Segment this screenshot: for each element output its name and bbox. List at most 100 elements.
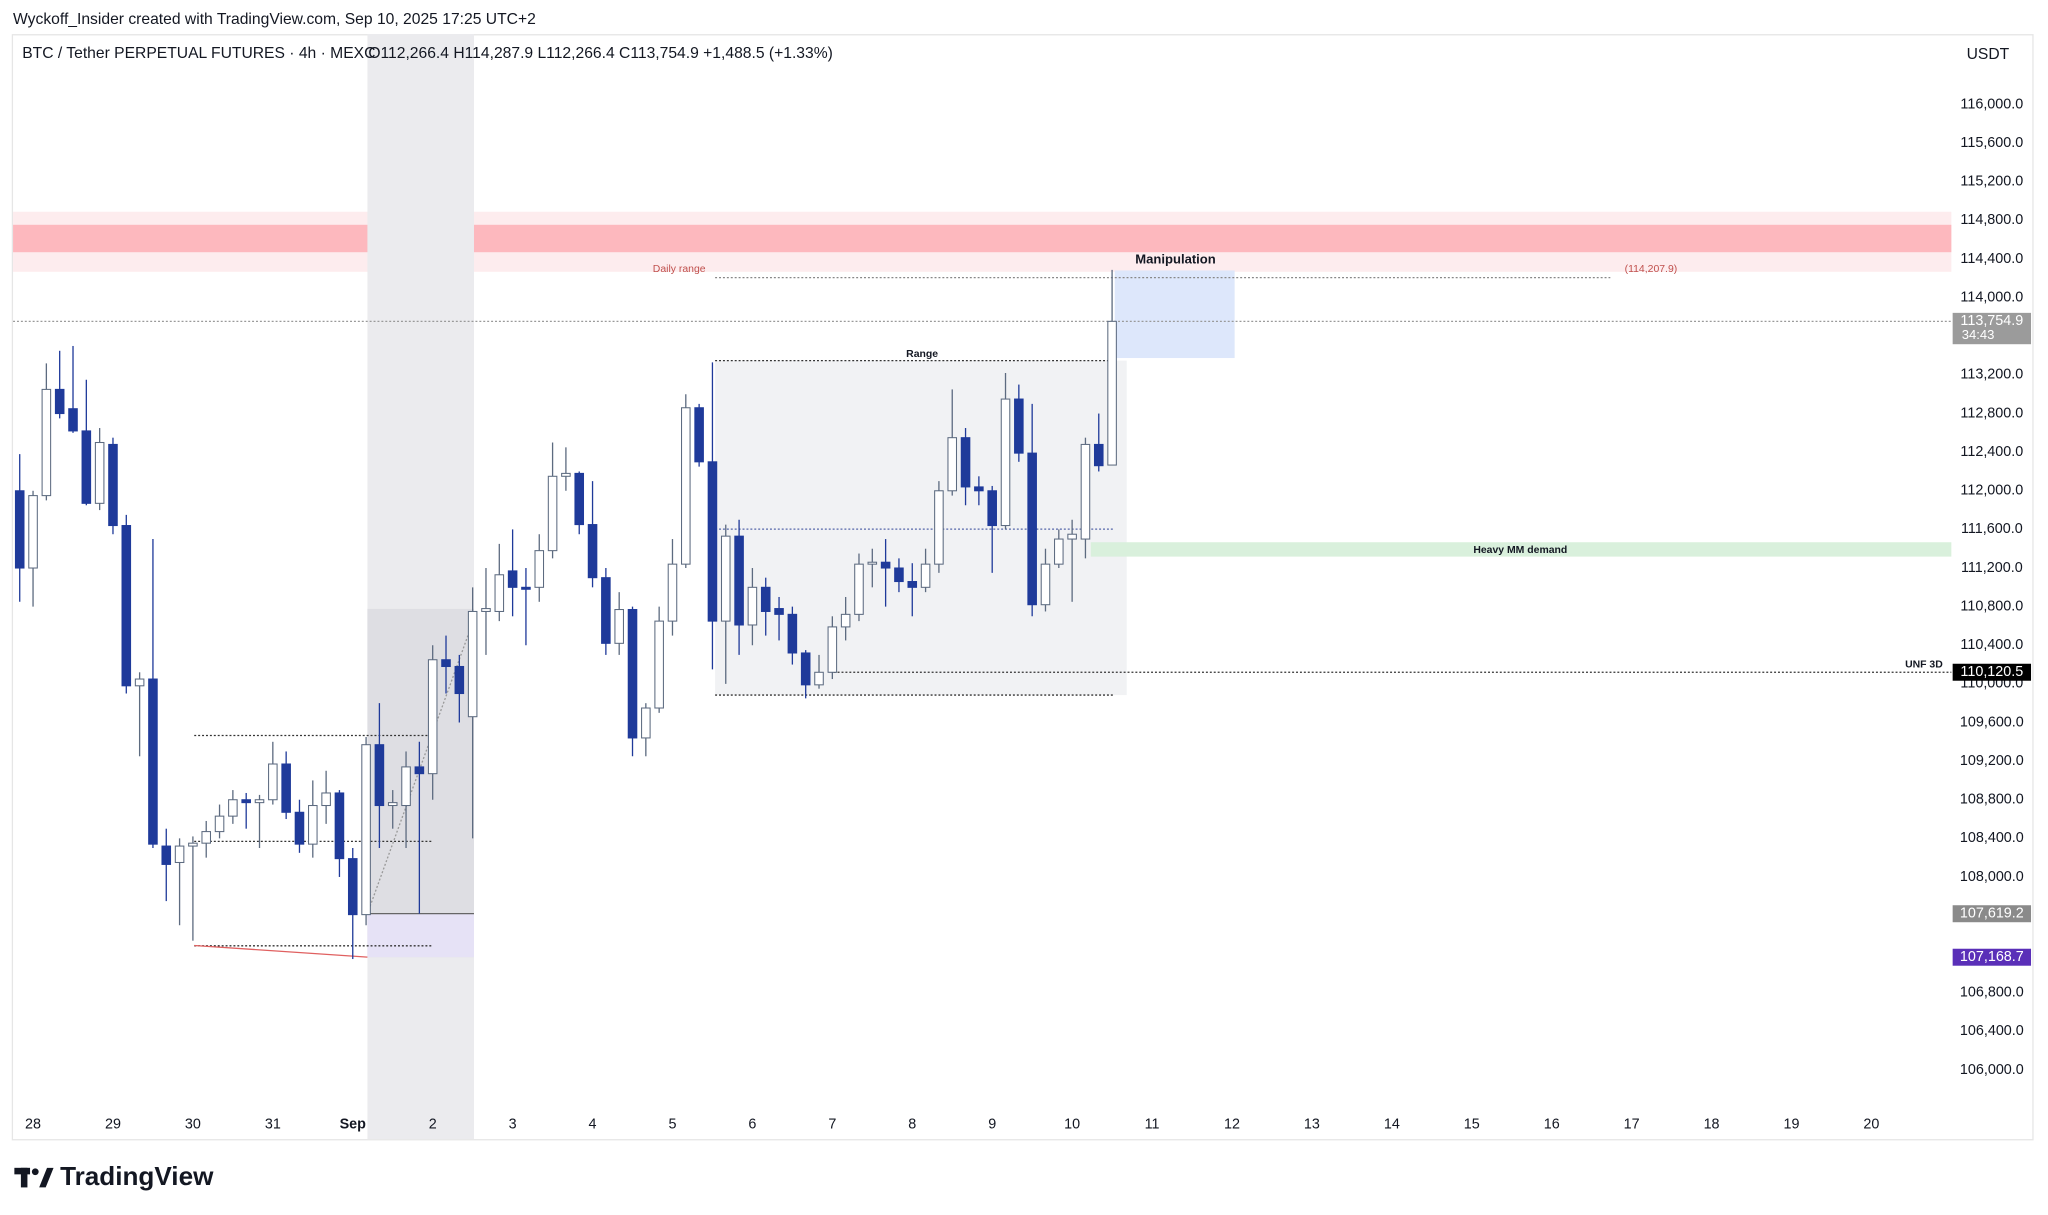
y-tick-label: 114,800.0 [1960,212,2023,228]
candle-body [760,586,771,612]
candle-body [121,525,132,687]
y-tick-label: 106,800.0 [1960,985,2024,1001]
candle-body [201,831,212,844]
candle-body [654,620,664,709]
candle-body [507,570,518,588]
y-tick-label: 109,600.0 [1960,714,2024,730]
zone [367,913,474,958]
candle-body [667,563,678,622]
x-tick-label: 2 [429,1117,437,1133]
annotation: Daily range [653,264,706,275]
y-tick-label: 112,400.0 [1960,444,2023,460]
candle-body [161,845,172,865]
candle-body [334,792,345,860]
candle-body [14,490,25,569]
candle-body [361,744,371,916]
annotation: UNF 3D [1905,660,1943,671]
candle-body [467,610,478,718]
candle-body [1040,563,1051,606]
candle-body [441,659,451,668]
y-tick-label: 114,400.0 [1960,251,2023,267]
candle-body [694,407,704,463]
pane-border [11,34,2034,1141]
candle-body [960,437,971,488]
candle-body [894,567,904,583]
candle-body [601,577,611,644]
x-tick-label: 8 [908,1117,916,1133]
axes: 116,000.0 115,600.0 115,200.0 114,800.0 114,… [25,96,2032,1133]
x-tick-label: 3 [509,1117,517,1133]
x-tick-label: 10 [1064,1117,1080,1133]
candle-body [454,665,465,695]
candle-body [681,407,691,565]
x-tick-label: 6 [748,1117,756,1133]
countdown: 34:43 [1962,327,1995,342]
logo: TradingView [60,1161,214,1191]
candle-body [561,472,571,477]
candle-body [108,443,118,527]
candle-body [387,802,398,807]
candle-body [94,441,105,504]
candle-body [294,811,305,845]
x-tick-label: 20 [1863,1117,1879,1133]
candle-body [1067,533,1077,540]
y-tick-label: 110,400.0 [1960,637,2023,653]
candle-body [1107,320,1117,466]
zone [13,224,1952,253]
x-tick-label: 14 [1384,1117,1400,1133]
y-tick-label: 112,000.0 [1960,483,2023,499]
candle-body [827,626,838,673]
candle-body [747,586,758,626]
candle-body [214,815,225,833]
candle-body [947,437,958,492]
x-tick-label: Sep [340,1117,367,1133]
price-tag [1952,663,2032,681]
symbol: BTC / Tether PERPETUAL FUTURES · 4h · ME… [22,45,375,62]
candle-body [494,574,505,612]
zone [1114,270,1235,359]
candle-body [148,678,158,845]
candle-body [641,707,651,739]
candle-body [241,799,251,804]
candle-body [308,804,318,845]
candle-body [401,766,411,807]
price-tag-label: 110,120.5 [1960,664,2023,680]
candle-body [707,461,718,622]
y-tick-label: 112,800.0 [1960,405,2023,421]
candles [14,269,1117,960]
candle-body [734,535,744,626]
price-tag-label: 107,619.2 [1960,906,2024,922]
candle-body [934,490,944,565]
price-tag-label: 113,754.9 [1960,313,2023,329]
zone [715,360,1127,696]
y-tick-label: 110,800.0 [1960,598,2023,614]
candle-body [321,792,331,807]
candle-body [254,799,265,804]
zone [1090,542,1952,557]
x-tick-label: 13 [1304,1117,1320,1133]
candle-body [614,609,624,644]
x-tick-label: 15 [1464,1117,1480,1133]
x-tick-label: 30 [185,1117,201,1133]
currency: USDT [1967,46,2010,63]
x-tick-label: 19 [1783,1117,1799,1133]
x-tick-label: 5 [668,1117,676,1133]
candle-body [1000,398,1011,527]
candle-body [787,613,798,654]
candle-body [68,408,78,432]
candle-body [414,766,425,775]
candle-body [627,609,638,739]
candle-body [481,608,491,612]
x-tick-label: 31 [265,1117,281,1133]
x-tick-label: 11 [1145,1117,1160,1133]
candle-body [268,763,278,801]
candle-body [587,524,598,579]
candle-body [1027,452,1037,606]
candle-body [840,613,851,628]
annotation: Manipulation [1135,252,1215,267]
y-tick-label: 108,000.0 [1960,869,2024,885]
x-tick-label: 28 [25,1117,41,1133]
candle-body [854,563,864,615]
y-tick-label: 114,000.0 [1960,289,2023,305]
